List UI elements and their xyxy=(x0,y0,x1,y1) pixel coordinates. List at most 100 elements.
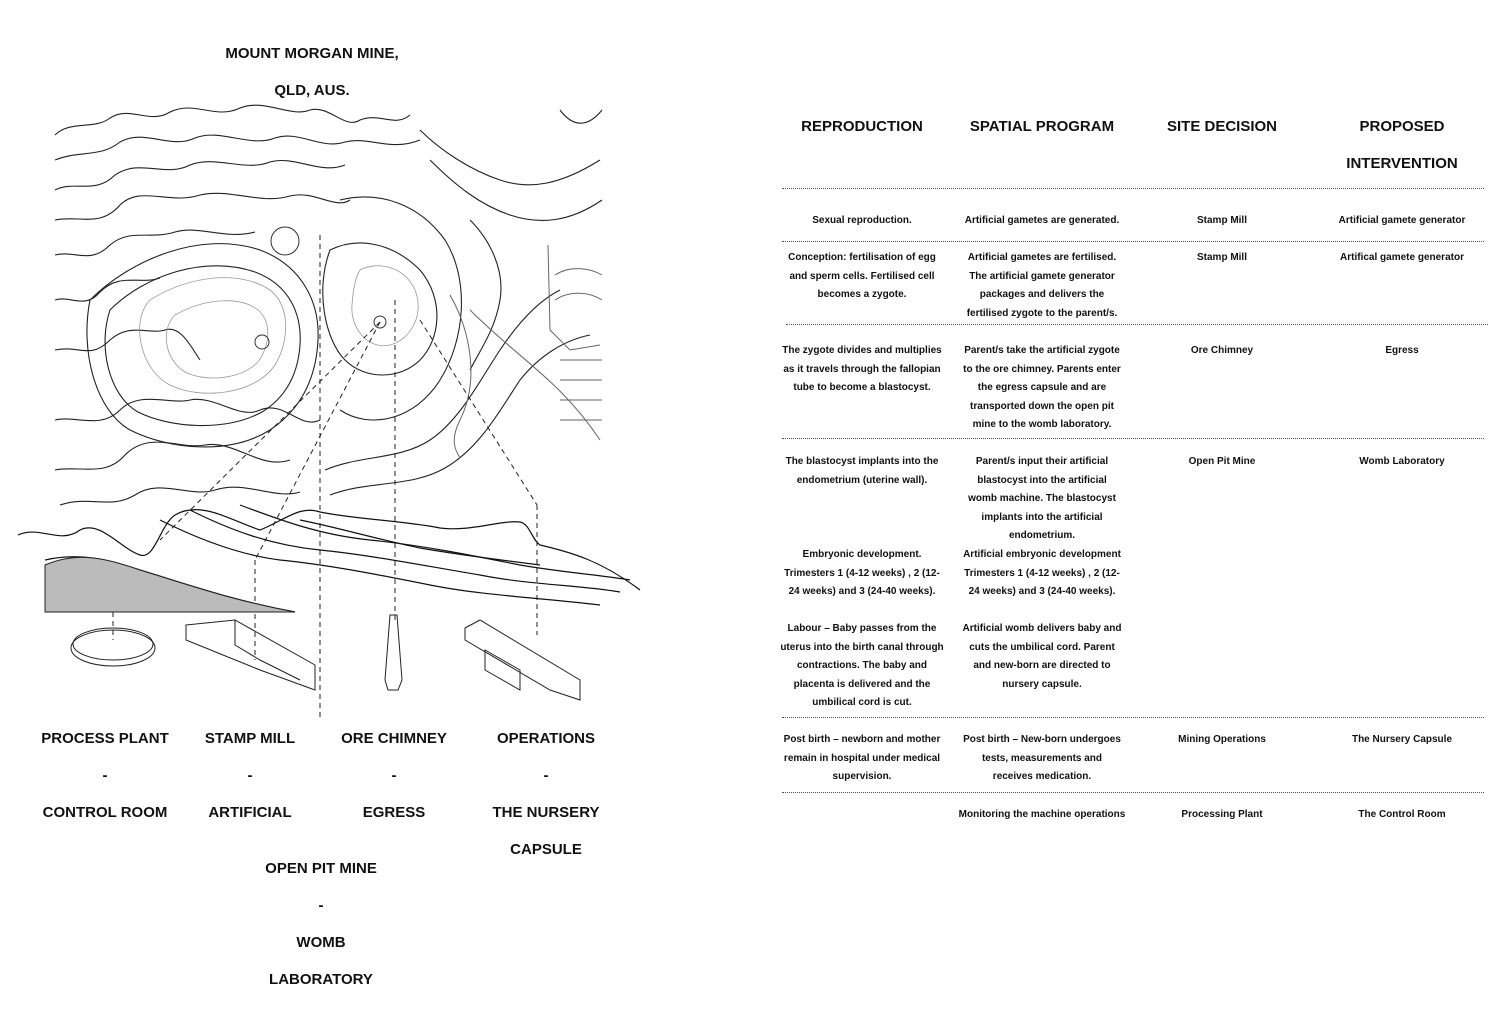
site-operations: OPERATIONS - THE NURSERY CAPSULE xyxy=(476,720,616,868)
cell-reproduction: The zygote divides and multiplies as it … xyxy=(782,345,942,393)
cell-site-decision: Stamp Mill xyxy=(1196,252,1247,263)
pit-marker xyxy=(270,226,300,256)
site-map-drawing xyxy=(17,104,641,720)
contour-line xyxy=(322,242,438,376)
dashed-link xyxy=(159,321,381,541)
operations-structure xyxy=(484,649,521,691)
header-spatial-program: SPATIAL PROGRAM xyxy=(969,118,1115,135)
cell-intervention: Egress xyxy=(1385,345,1419,356)
road xyxy=(469,309,601,441)
light-contours xyxy=(139,265,419,394)
contour-line xyxy=(54,160,346,191)
stamp-mill-structure xyxy=(185,619,316,691)
ground-profile xyxy=(159,519,601,606)
ground-profile xyxy=(189,509,621,593)
cell-site-decision: Ore Chimney xyxy=(1190,345,1254,356)
contour-line xyxy=(59,486,301,506)
cell-intervention: The Control Room xyxy=(1358,809,1446,820)
contour-line xyxy=(54,104,411,136)
contour-lines xyxy=(54,104,603,506)
site-node xyxy=(373,315,387,329)
site-dash: - xyxy=(391,767,397,784)
cell-spatial-program: Artificial womb delivers baby and cuts t… xyxy=(962,623,1122,690)
row-divider xyxy=(782,717,1484,718)
cell-intervention: Artificial gamete generator xyxy=(1338,215,1466,226)
cell-spatial-program: Parent/s input their artificial blastocy… xyxy=(968,456,1116,541)
row-divider xyxy=(782,241,1484,242)
contour-line xyxy=(329,334,591,496)
cell-spatial-program: Post birth – New-born undergoes tests, m… xyxy=(963,734,1121,782)
contour-line xyxy=(54,134,421,161)
pond-marker xyxy=(254,334,270,350)
cell-intervention: Womb Laboratory xyxy=(1359,456,1445,467)
contour-line xyxy=(469,219,502,371)
contour-line xyxy=(429,159,603,222)
contour-line xyxy=(54,192,351,221)
map-title-line1: MOUNT MORGAN MINE, xyxy=(225,45,399,62)
map-title-line2: QLD, AUS. xyxy=(274,82,350,99)
cell-reproduction: The blastocyst implants into the endomet… xyxy=(785,456,939,486)
contour-line xyxy=(54,398,321,423)
road xyxy=(449,294,472,459)
contour-line xyxy=(54,277,161,302)
site-use: CONTROL ROOM xyxy=(42,804,168,821)
cell-site-decision: Open Pit Mine xyxy=(1188,456,1256,467)
cell-reproduction: Conception: fertilisation of egg and spe… xyxy=(788,252,936,300)
site-dash: - xyxy=(318,897,324,914)
contour-line xyxy=(166,300,269,379)
dashed-link xyxy=(419,319,538,506)
stamp-mill-structure xyxy=(234,620,301,681)
contour-line xyxy=(559,109,603,124)
process-plant-structure xyxy=(70,629,156,667)
town-grid xyxy=(449,244,603,459)
header-reproduction: REPRODUCTION xyxy=(801,118,923,135)
cell-intervention: Artifical gamete generator xyxy=(1340,252,1464,263)
process-plant-structure xyxy=(72,627,154,661)
operations-structure xyxy=(464,619,581,701)
row-divider xyxy=(782,188,1484,189)
site-open-pit-mine: OPEN PIT MINE - WOMB LABORATORY xyxy=(250,850,392,998)
ground-profile xyxy=(299,519,541,566)
site-name: PROCESS PLANT xyxy=(41,730,169,747)
contour-line xyxy=(324,289,561,471)
connection-lines xyxy=(112,235,538,720)
ground-profile xyxy=(239,504,631,581)
site-dash: - xyxy=(247,767,253,784)
contour-line xyxy=(419,129,601,186)
row-divider xyxy=(782,792,1484,793)
site-dash: - xyxy=(543,767,549,784)
cell-site-decision: Processing Plant xyxy=(1181,809,1263,820)
site-stamp-mill: STAMP MILL - ARTIFICIAL xyxy=(185,720,315,831)
cell-spatial-program: Artificial gametes are fertilised. The a… xyxy=(966,252,1118,319)
contour-line xyxy=(351,265,419,347)
site-use-line2: CAPSULE xyxy=(510,841,582,858)
road xyxy=(560,359,602,421)
cell-site-decision: Stamp Mill xyxy=(1196,215,1247,226)
header-intervention: INTERVENTION xyxy=(1346,155,1458,172)
contour-line xyxy=(54,328,201,361)
cell-spatial-program: Monitoring the machine operations xyxy=(958,809,1126,820)
road xyxy=(554,292,603,301)
header-proposed: PROPOSED xyxy=(1359,118,1445,135)
cell-spatial-program: Parent/s take the artificial zygote to t… xyxy=(963,345,1121,430)
site-use: WOMB xyxy=(296,934,346,951)
cell-spatial-program: Artificial gametes are generated. xyxy=(964,215,1120,226)
contour-line xyxy=(104,265,301,427)
cell-reproduction: Embryonic development. Trimesters 1 (4-1… xyxy=(784,549,940,597)
site-use: EGRESS xyxy=(362,804,426,821)
site-ore-chimney: ORE CHIMNEY - EGRESS xyxy=(330,720,458,831)
ground-profile xyxy=(17,509,641,591)
site-process-plant: PROCESS PLANT - CONTROL ROOM xyxy=(35,720,175,831)
site-dash: - xyxy=(102,767,108,784)
row-divider xyxy=(782,438,1484,439)
site-name: OPEN PIT MINE xyxy=(265,860,377,877)
site-name: STAMP MILL xyxy=(204,730,296,747)
contour-line xyxy=(339,196,462,421)
cell-reproduction: Post birth – newborn and mother remain i… xyxy=(783,734,941,782)
road xyxy=(547,244,601,351)
cell-site-decision: Mining Operations xyxy=(1178,734,1266,745)
site-use: ARTIFICIAL xyxy=(208,804,292,821)
road xyxy=(554,268,603,276)
contour-line xyxy=(54,229,256,257)
contour-line xyxy=(86,243,319,448)
